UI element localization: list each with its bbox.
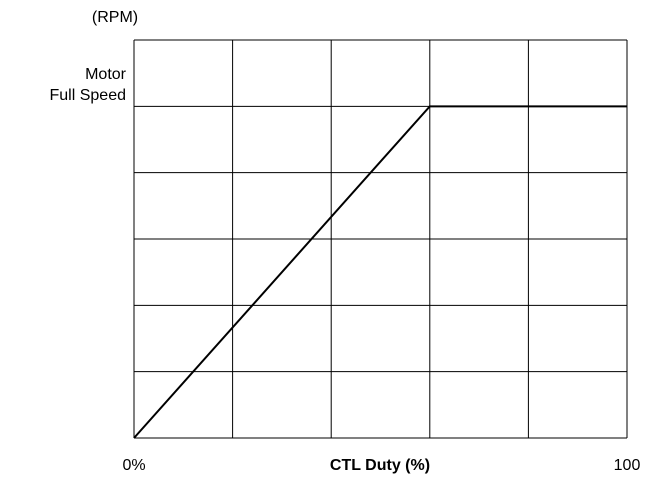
line xyxy=(133,105,627,439)
x-tick-label: 0% xyxy=(122,457,145,474)
y-tick-label: Motor Full Speed xyxy=(49,66,127,105)
x-tick-label: 100 xyxy=(614,457,641,474)
x-axis-label: CTL Duty (%) xyxy=(330,457,430,474)
y-axis-label: (RPM) xyxy=(92,9,138,26)
